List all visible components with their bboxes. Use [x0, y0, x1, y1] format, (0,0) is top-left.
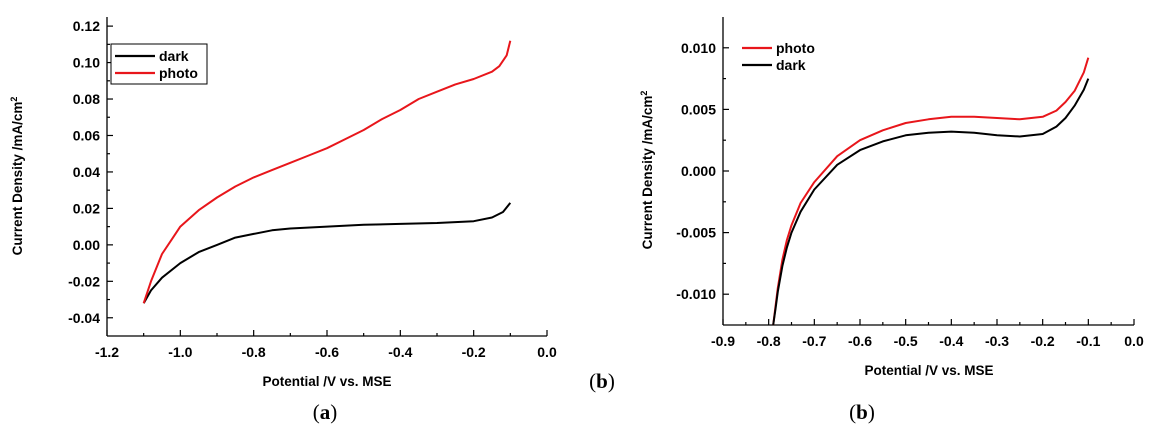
series-line-photo — [142, 40, 512, 304]
y-axis-label: Current Density /mA/cm2 — [9, 97, 25, 256]
x-tick-label: 0.0 — [537, 344, 557, 360]
x-tick-label: -0.6 — [848, 333, 872, 349]
y-tick-label: -0.04 — [68, 310, 100, 326]
x-axis-label: Potential /V vs. MSE — [262, 374, 391, 389]
x-tick-label: -0.1 — [1076, 333, 1100, 349]
x-tick-label: -0.4 — [939, 333, 963, 349]
x-tick-label: -0.8 — [242, 344, 266, 360]
legend-label-photo: photo — [159, 65, 198, 81]
y-tick-label: 0.04 — [73, 164, 100, 180]
captions: (a) (b) (b) — [313, 369, 875, 424]
x-tick-label: -0.2 — [1031, 333, 1055, 349]
x-tick-label: -1.2 — [95, 344, 119, 360]
y-axis-label: Current Density /mA/cm2 — [639, 91, 655, 250]
x-tick-label: -0.6 — [315, 344, 339, 360]
x-tick-label: -0.9 — [711, 333, 735, 349]
caption-b-side: (b) — [589, 369, 615, 393]
x-tick-label: -1.0 — [168, 344, 192, 360]
y-tick-label: 0.00 — [73, 237, 100, 253]
y-tick-label: -0.005 — [676, 225, 716, 241]
y-tick-label: -0.010 — [676, 286, 716, 302]
x-tick-label: -0.4 — [388, 344, 412, 360]
x-tick-label: -0.5 — [894, 333, 918, 349]
x-tick-label: 0.0 — [1124, 333, 1144, 349]
y-tick-label: 0.005 — [681, 101, 716, 117]
legend-label-dark: dark — [776, 57, 806, 73]
series-line-dark — [772, 78, 1090, 326]
chart-b: -0.9 -0.8 -0.7 -0.6 -0.5 -0.4 -0.3 -0.2 -0.1 0.0 -… — [639, 17, 1144, 378]
x-tick-label: -0.7 — [802, 333, 826, 349]
y-tick-label: 0.010 — [681, 40, 716, 56]
caption-a: (a) — [313, 400, 338, 424]
legend-label-dark: dark — [159, 48, 189, 64]
caption-b: (b) — [849, 400, 875, 424]
series-line-photo — [772, 57, 1090, 326]
legend-box — [110, 43, 208, 85]
chart-a: -1.2 -1.0 -0.8 -0.6 -0.4 -0.2 0.0 -0.04 -0.02 0.0… — [9, 17, 557, 389]
y-tick-label: 0.06 — [73, 127, 100, 143]
y-tick-label: 0.08 — [73, 91, 100, 107]
x-axis-label: Potential /V vs. MSE — [864, 363, 993, 378]
series-line-dark — [142, 202, 512, 304]
y-tick-label: 0.10 — [73, 55, 100, 71]
x-tick-label: -0.8 — [757, 333, 781, 349]
y-tick-label: 0.000 — [681, 163, 716, 179]
x-tick-label: -0.2 — [462, 344, 486, 360]
y-tick-label: 0.12 — [73, 18, 100, 34]
y-tick-label: -0.02 — [68, 273, 100, 289]
y-tick-label: 0.02 — [73, 200, 100, 216]
legend-label-photo: photo — [776, 40, 815, 56]
x-tick-label: -0.3 — [985, 333, 1009, 349]
